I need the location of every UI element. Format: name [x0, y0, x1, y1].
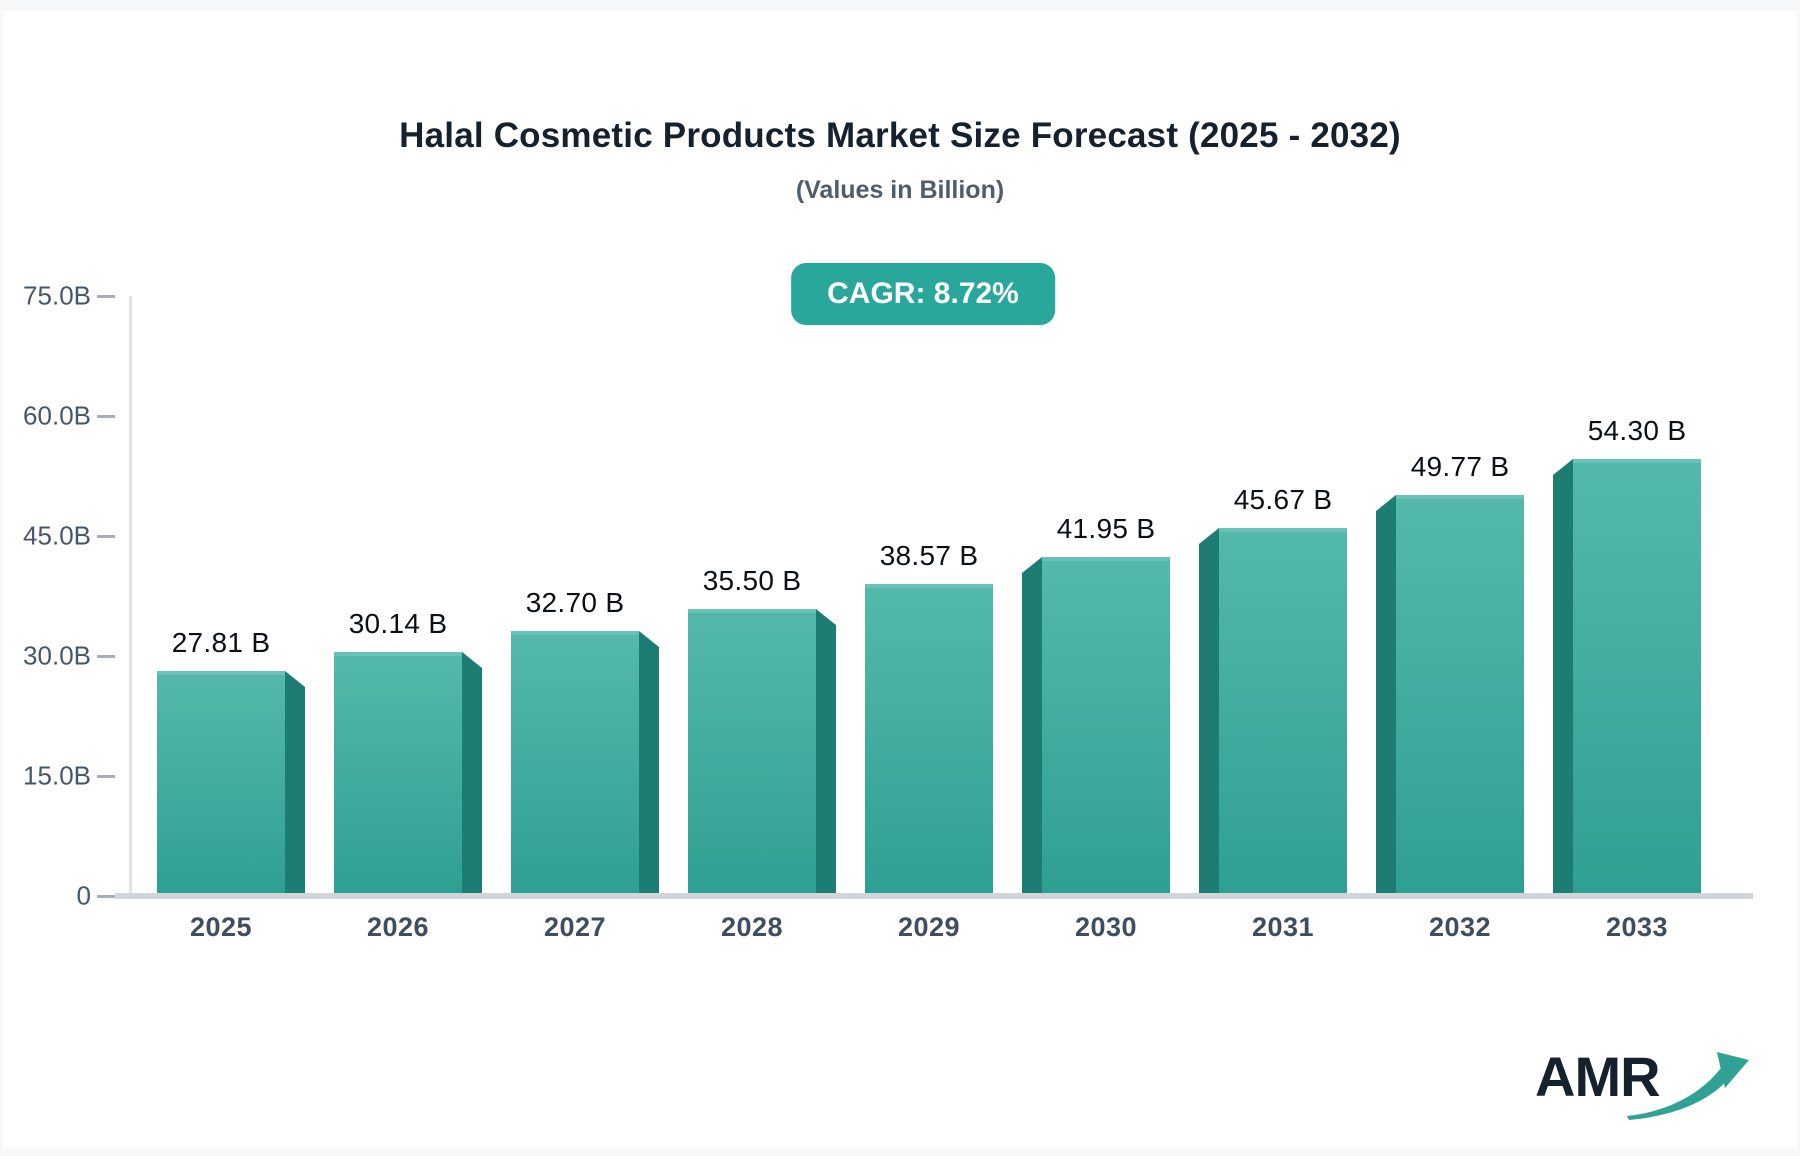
x-axis-label: 2025: [189, 912, 253, 942]
bar-2032: [1396, 495, 1524, 893]
bar-top-rim: [1573, 459, 1701, 463]
bar-value-label: 30.14 B: [348, 608, 448, 639]
bar-value-label: 45.67 B: [1233, 484, 1333, 515]
bar-2029: [865, 584, 993, 893]
x-axis-line: [115, 893, 1753, 899]
bar-side-2030: [1022, 557, 1042, 893]
bar-2031: [1219, 528, 1347, 893]
x-axis-label: 2026: [366, 912, 430, 942]
y-axis-label: 60.0B: [23, 400, 91, 431]
logo-text: AMR: [1535, 1045, 1661, 1108]
bar-top-rim: [1219, 528, 1347, 532]
y-axis-tick: [97, 415, 115, 418]
bar-value-label: 54.30 B: [1587, 415, 1687, 446]
x-axis-label: 2031: [1251, 912, 1315, 942]
y-axis-tick: [97, 295, 115, 298]
bar-top-rim: [334, 652, 462, 656]
y-axis-label: 75.0B: [23, 280, 91, 311]
y-axis-label: 30.0B: [23, 640, 91, 671]
x-axis-label: 2033: [1605, 912, 1669, 942]
bar-side-2026: [462, 652, 482, 893]
chart-title: Halal Cosmetic Products Market Size Fore…: [399, 116, 1401, 155]
amr-logo: AMR: [1535, 1044, 1749, 1124]
bar-2025: [157, 671, 285, 893]
y-axis-tick: [97, 895, 115, 898]
y-axis-tick: [97, 775, 115, 778]
bar-value-label: 38.57 B: [879, 540, 979, 571]
bar-2028: [688, 609, 816, 893]
x-axis-label: 2030: [1074, 912, 1138, 942]
bar-2026: [334, 652, 462, 893]
bar-top-rim: [865, 584, 993, 588]
x-axis-label: 2032: [1428, 912, 1492, 942]
bar-top-rim: [688, 609, 816, 613]
x-axis-label: 2027: [543, 912, 607, 942]
x-axis-label: 2029: [897, 912, 961, 942]
bar-top-rim: [511, 631, 639, 635]
bar-side-2028: [816, 609, 836, 893]
bar-side-2032: [1376, 495, 1396, 893]
bar-side-2027: [639, 631, 659, 893]
y-axis-line: [129, 296, 132, 896]
bar-top-rim: [1396, 495, 1524, 499]
y-axis-label: 15.0B: [23, 760, 91, 791]
y-axis-label: 0: [76, 880, 91, 911]
bar-value-label: 41.95 B: [1056, 513, 1156, 544]
cagr-badge: CAGR: 8.72%: [791, 263, 1055, 325]
y-axis-label: 45.0B: [23, 520, 91, 551]
bar-side-2025: [285, 671, 305, 893]
bar-top-rim: [1042, 557, 1170, 561]
bar-value-label: 27.81 B: [171, 627, 271, 658]
bar-top-rim: [157, 671, 285, 675]
growth-arrow-icon: [1627, 1052, 1749, 1120]
x-axis-label: 2028: [720, 912, 784, 942]
y-axis-tick: [97, 655, 115, 658]
bar-value-label: 32.70 B: [525, 587, 625, 618]
bar-value-label: 49.77 B: [1410, 451, 1510, 482]
bar-2033: [1573, 459, 1701, 893]
bar-side-2031: [1199, 528, 1219, 893]
bar-side-2033: [1553, 459, 1573, 893]
bar-2030: [1042, 557, 1170, 893]
chart-subtitle: (Values in Billion): [795, 176, 1005, 204]
chart-card: Halal Cosmetic Products Market Size Fore…: [3, 10, 1797, 1148]
bar-2027: [511, 631, 639, 893]
bar-value-label: 35.50 B: [702, 565, 802, 596]
y-axis-tick: [97, 535, 115, 538]
